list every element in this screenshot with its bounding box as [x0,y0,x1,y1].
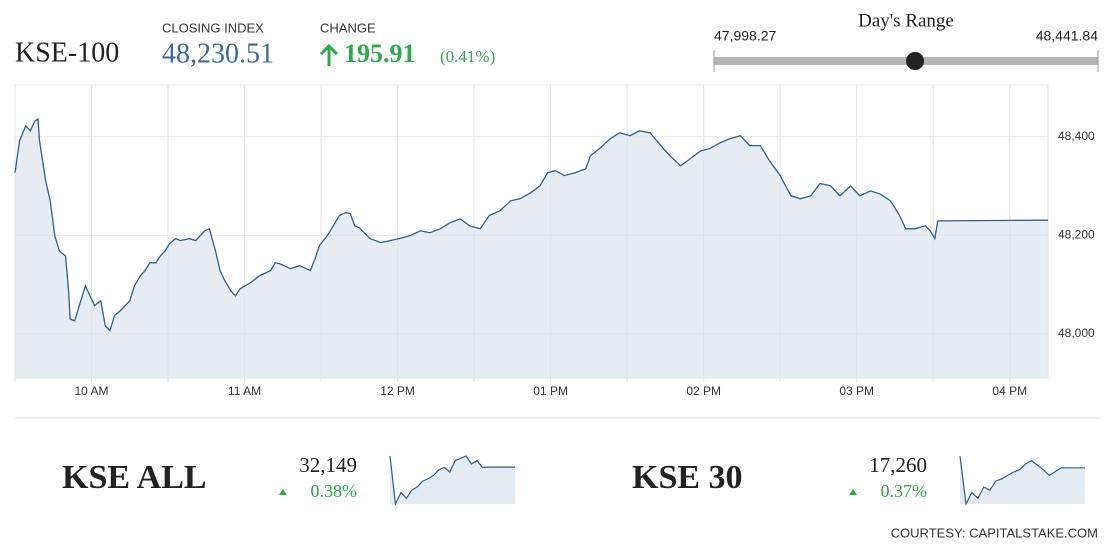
y-tick-label: 48,400 [1058,129,1095,143]
index-name: KSE 30 [632,459,743,496]
area [15,119,1048,378]
line [14,117,1049,332]
up-triangle [279,489,287,495]
x-tick-label: 11 AM [228,384,261,398]
x-tick-label: 10 AM [75,384,109,398]
change-label: CHANGE [320,20,376,35]
x-tick-label: 03 PM [839,384,874,398]
x-tick-label: 02 PM [686,384,721,398]
change-percent: (0.41%) [440,47,495,66]
spark-line [389,455,515,507]
closing-value: 48,230.51 [162,38,274,69]
x-tick-label: 01 PM [533,384,568,398]
up-triangle [849,489,857,495]
index-value: 17,260 [869,453,927,477]
range-low: 47,998.27 [714,28,776,44]
plot: 48,000 48,200 48,400 10 AM 11 AM 12 PM 01 PM 02… [14,84,1095,398]
change-value: 195.91 [344,39,416,68]
footer: COURTESY: CAPITALSTAKE.COM [891,525,1098,540]
up-arrow [319,43,339,66]
y-tick-label: 48,200 [1058,227,1095,241]
range-high: 48,441.84 [1036,28,1098,44]
index-change: 0.37% [881,481,928,501]
spark-line [959,455,1085,506]
spark-area [960,456,1085,504]
x-tick-label: 12 PM [380,384,415,398]
index-name: KSE ALL [62,459,207,496]
spark-area [390,456,515,504]
symbol: KSE-100 [15,37,119,68]
indices: KSE ALL 32,149 0.38% KSE 30 17,260 0.37% [62,453,1085,507]
range-title: Day's Range [858,10,954,31]
x-tick-label: 04 PM [992,384,1027,398]
y-tick-label: 48,000 [1058,326,1095,340]
index-change: 0.38% [311,481,358,501]
closing-label: CLOSING INDEX [162,20,264,35]
range-marker [906,52,925,70]
index-value: 32,149 [299,453,357,477]
